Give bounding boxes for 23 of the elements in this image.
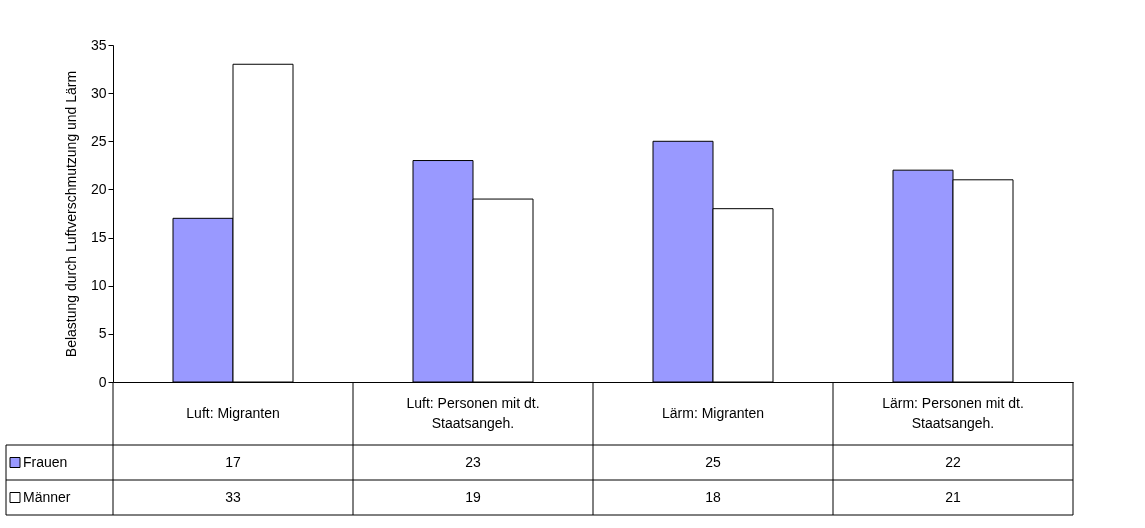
data-label: 23 <box>465 453 481 470</box>
data-label: 17 <box>225 453 241 470</box>
y-tick-label: 10 <box>90 277 107 294</box>
x-tick-label: Luft: Personen mit dt. Staatsangeh. <box>406 394 540 431</box>
y-tick-label: 25 <box>90 132 107 149</box>
y-tick-label: 35 <box>90 36 107 53</box>
y-axis-title: Belastung durch Luftverschmutzung und Lärm <box>62 70 79 358</box>
data-label: 33 <box>225 488 241 505</box>
legend-label: Frauen <box>23 453 68 470</box>
data-label: 19 <box>465 488 481 505</box>
y-tick-label: 30 <box>90 84 107 101</box>
data-label: 18 <box>705 488 721 505</box>
data-label: 21 <box>945 488 961 505</box>
data-label: 22 <box>945 453 961 470</box>
data-label: 25 <box>705 453 721 470</box>
legend-label: Männer <box>23 488 71 505</box>
y-tick-label: 0 <box>98 373 107 390</box>
y-tick-label: 15 <box>90 229 107 246</box>
y-tick-label: 20 <box>90 180 107 197</box>
x-tick-label: Lärm: Migranten <box>662 404 764 421</box>
x-tick-label: Lärm: Personen mit dt. Staatsangeh. <box>882 394 1024 431</box>
y-tick-label: 5 <box>98 325 107 342</box>
x-tick-label: Luft: Migranten <box>186 404 280 421</box>
